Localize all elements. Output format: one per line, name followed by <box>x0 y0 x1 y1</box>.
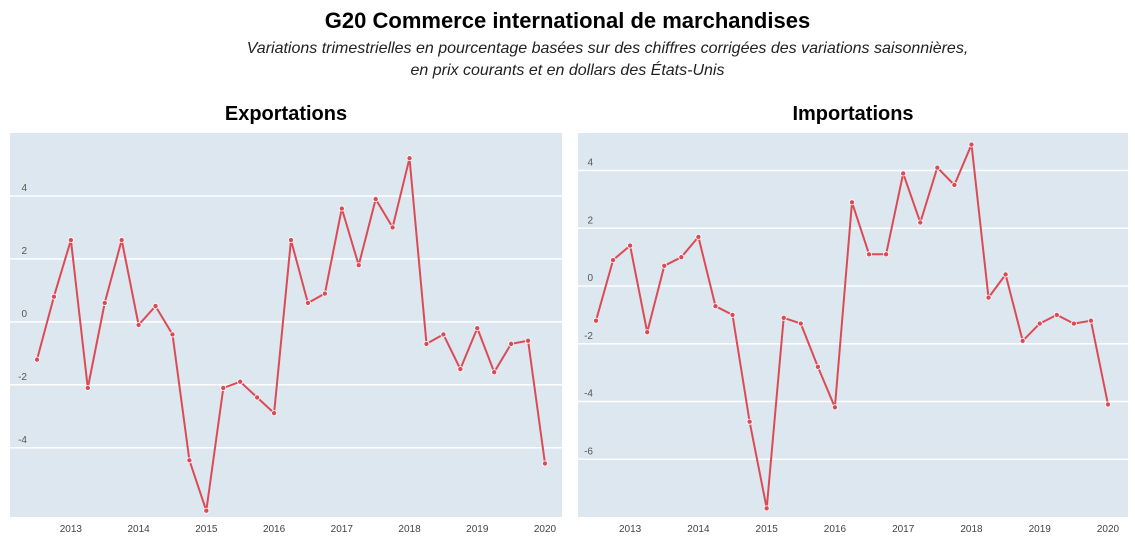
y-tick-label: 0 <box>21 309 27 320</box>
data-point <box>848 199 855 206</box>
data-point <box>934 164 941 171</box>
data-point <box>883 251 890 258</box>
data-point <box>1070 320 1077 327</box>
x-tick-label: 2013 <box>619 524 642 535</box>
data-point <box>254 394 261 401</box>
y-tick-label: 4 <box>587 158 593 169</box>
data-point <box>866 251 873 258</box>
data-point <box>406 155 413 162</box>
data-point <box>1105 401 1112 408</box>
imports-panel-title: Importations <box>792 103 914 125</box>
data-point <box>474 325 481 332</box>
data-point <box>1002 271 1009 278</box>
data-point <box>423 340 430 347</box>
data-point <box>746 418 753 425</box>
x-tick-label: 2020 <box>1097 524 1120 535</box>
data-point <box>712 303 719 310</box>
x-tick-label: 2014 <box>127 524 150 535</box>
data-point <box>661 262 668 269</box>
data-point <box>84 384 91 391</box>
data-point <box>372 196 379 203</box>
x-tick-label: 2018 <box>398 524 421 535</box>
data-point <box>1019 337 1026 344</box>
data-point <box>627 242 634 249</box>
plot-background <box>578 133 1128 517</box>
data-point <box>67 237 74 244</box>
exports-panel-title: Exportations <box>224 103 348 125</box>
y-tick-label: -4 <box>584 389 593 400</box>
x-tick-label: 2015 <box>756 524 779 535</box>
y-tick-label: -2 <box>18 372 27 383</box>
data-point <box>610 257 617 264</box>
data-point <box>968 141 975 148</box>
data-point <box>271 410 278 417</box>
data-point <box>33 356 40 363</box>
figure-subtitle-line2: en prix courants et en dollars des États… <box>410 62 725 79</box>
data-point <box>508 340 515 347</box>
data-point <box>220 384 227 391</box>
x-tick-label: 2015 <box>195 524 218 535</box>
data-point <box>729 311 736 318</box>
data-point <box>101 299 108 306</box>
y-tick-label: -4 <box>18 435 27 446</box>
data-point <box>338 205 345 212</box>
data-point <box>1053 311 1060 318</box>
data-point <box>203 507 210 514</box>
y-tick-label: -2 <box>584 331 593 342</box>
y-tick-label: 2 <box>21 246 27 257</box>
data-point <box>917 219 924 226</box>
data-point <box>1036 320 1043 327</box>
x-tick-label: 2017 <box>892 524 915 535</box>
data-point <box>237 378 244 385</box>
data-point <box>542 460 549 467</box>
y-tick-label: -6 <box>584 446 593 457</box>
data-point <box>797 320 804 327</box>
data-point <box>321 290 328 297</box>
data-point <box>118 237 125 244</box>
data-point <box>763 505 770 512</box>
data-point <box>355 262 362 269</box>
x-tick-label: 2018 <box>960 524 983 535</box>
figure-subtitle-line1: Variations trimestrielles en pourcentage… <box>246 40 969 57</box>
plot-background <box>10 133 562 517</box>
x-tick-label: 2017 <box>331 524 354 535</box>
data-point <box>389 224 396 231</box>
data-point <box>186 457 193 464</box>
data-point <box>525 337 532 344</box>
y-tick-label: 0 <box>587 273 593 284</box>
exports-chart: 4 2 0 -2 -4 2013 2014 2015 2016 2017 2018 2019 2020 <box>10 133 562 535</box>
data-point <box>780 314 787 321</box>
data-point <box>592 317 599 324</box>
x-tick-label: 2019 <box>466 524 489 535</box>
data-point <box>900 170 907 177</box>
data-point <box>695 233 702 240</box>
x-tick-label: 2013 <box>60 524 83 535</box>
data-point <box>814 363 821 370</box>
data-point <box>169 331 176 338</box>
y-tick-label: 2 <box>587 215 593 226</box>
data-point <box>135 321 142 328</box>
x-tick-label: 2014 <box>687 524 710 535</box>
data-point <box>951 181 958 188</box>
x-tick-label: 2020 <box>534 524 557 535</box>
data-point <box>644 329 651 336</box>
x-tick-label: 2016 <box>824 524 847 535</box>
data-point <box>152 303 159 310</box>
data-point <box>831 404 838 411</box>
x-tick-label: 2019 <box>1029 524 1052 535</box>
data-point <box>985 294 992 301</box>
y-tick-label: 4 <box>21 183 27 194</box>
data-point <box>678 254 685 261</box>
data-point <box>50 293 57 300</box>
imports-chart: 4 2 0 -2 -4 -6 2013 2014 2015 2016 2017 2018 2019 202… <box>578 133 1128 535</box>
data-point <box>440 331 447 338</box>
data-point <box>491 369 498 376</box>
data-point <box>457 366 464 373</box>
x-tick-label: 2016 <box>263 524 286 535</box>
data-point <box>304 299 311 306</box>
figure-title: G20 Commerce international de marchandis… <box>324 8 811 33</box>
data-point <box>1087 317 1094 324</box>
data-point <box>287 237 294 244</box>
